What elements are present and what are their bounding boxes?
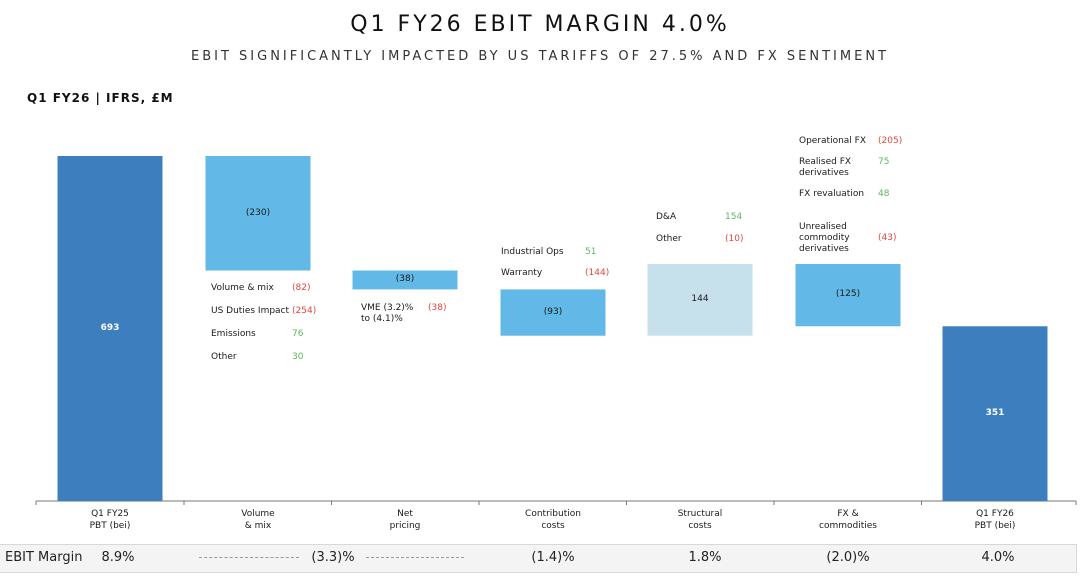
breakdown-label: Industrial Ops bbox=[501, 247, 564, 257]
breakdown-label: D&A bbox=[656, 212, 677, 222]
breakdown-label: VME (3.2)% to (4.1)% bbox=[361, 303, 414, 324]
breakdown-value: (43) bbox=[878, 233, 897, 243]
x-axis-category-label: FX & commodities bbox=[819, 509, 877, 531]
breakdown-value: (144) bbox=[585, 268, 610, 278]
breakdown-value: (10) bbox=[725, 234, 744, 244]
breakdown-value: (82) bbox=[292, 283, 311, 293]
breakdown-label: Unrealised commodity derivatives bbox=[799, 222, 850, 254]
bar-value-label: 351 bbox=[985, 407, 1005, 418]
page-subtitle: EBIT SIGNIFICANTLY IMPACTED BY US TARIFF… bbox=[191, 49, 889, 64]
breakdown-value: 154 bbox=[725, 212, 743, 222]
ebit-margin-value: (3.3)% bbox=[311, 550, 355, 565]
breakdown-value: 48 bbox=[878, 189, 890, 199]
section-label: Q1 FY26 | IFRS, £M bbox=[27, 91, 174, 105]
breakdown-label: Other bbox=[656, 234, 682, 244]
breakdown-value: 75 bbox=[878, 157, 890, 167]
waterfall-bar bbox=[942, 326, 1048, 501]
breakdown-label: Warranty bbox=[501, 268, 543, 278]
breakdown-value: 51 bbox=[585, 247, 597, 257]
breakdown-label: Realised FX derivatives bbox=[799, 157, 852, 178]
ebit-margin-label: EBIT Margin bbox=[5, 550, 83, 565]
ebit-margin-value: 1.8% bbox=[688, 550, 722, 565]
ebit-margin-value: (2.0)% bbox=[826, 550, 870, 565]
breakdown-value: 30 bbox=[292, 352, 304, 362]
breakdown-label: Emissions bbox=[211, 329, 256, 339]
x-axis-category-label: Contribution costs bbox=[525, 509, 581, 531]
waterfall-bar bbox=[352, 270, 458, 290]
x-axis-category-label: Net pricing bbox=[389, 509, 421, 531]
waterfall-bar bbox=[57, 156, 163, 501]
x-axis-category-label: Volume & mix bbox=[241, 509, 275, 531]
breakdown-label: US Duties Impact bbox=[211, 306, 290, 316]
bar-value-label: (93) bbox=[543, 306, 563, 317]
breakdown-value: (254) bbox=[292, 306, 317, 316]
breakdown-label: FX revaluation bbox=[799, 189, 865, 199]
breakdown-label: Other bbox=[211, 352, 237, 362]
bar-value-label: (38) bbox=[395, 273, 415, 284]
waterfall-bar bbox=[205, 156, 311, 271]
ebit-margin-row bbox=[0, 544, 1077, 573]
x-axis-category-label: Q1 FY25 PBT (bei) bbox=[89, 509, 131, 531]
ebit-margin-value: (1.4)% bbox=[531, 550, 575, 565]
waterfall-bar bbox=[500, 289, 606, 336]
x-axis-category-label: Q1 FY26 PBT (bei) bbox=[974, 509, 1016, 531]
waterfall-bar bbox=[647, 264, 753, 336]
margin-dash-2 bbox=[366, 557, 464, 558]
breakdown-label: Volume & mix bbox=[211, 283, 274, 293]
page-title: Q1 FY26 EBIT MARGIN 4.0% bbox=[350, 12, 730, 37]
bar-value-label: (230) bbox=[245, 208, 271, 218]
breakdown-value: (205) bbox=[878, 136, 903, 146]
breakdown-value: 76 bbox=[292, 329, 304, 339]
ebit-margin-value: 4.0% bbox=[981, 550, 1015, 565]
breakdown-value: (38) bbox=[428, 303, 447, 313]
ebit-margin-value: 8.9% bbox=[101, 550, 135, 565]
margin-dash-1 bbox=[199, 557, 299, 558]
bar-value-label: 693 bbox=[100, 322, 120, 333]
x-axis-category-label: Structural costs bbox=[677, 509, 723, 531]
bar-value-label: 144 bbox=[691, 293, 709, 304]
breakdown-label: Operational FX bbox=[799, 136, 867, 146]
bar-value-label: (125) bbox=[835, 289, 861, 300]
waterfall-bar bbox=[795, 264, 901, 327]
